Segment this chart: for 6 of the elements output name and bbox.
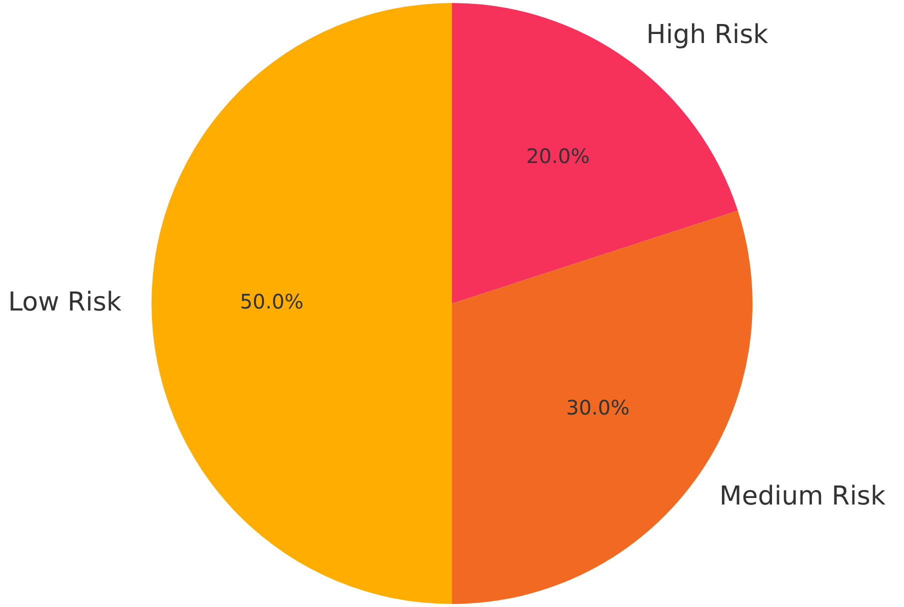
slice-label: Medium Risk — [719, 482, 886, 512]
data-label: 50.0% — [240, 290, 304, 314]
data-label: 20.0% — [526, 144, 590, 168]
slice-label: High Risk — [646, 20, 768, 50]
data-label: 30.0% — [566, 396, 630, 420]
slice-label: Low Risk — [8, 287, 122, 318]
